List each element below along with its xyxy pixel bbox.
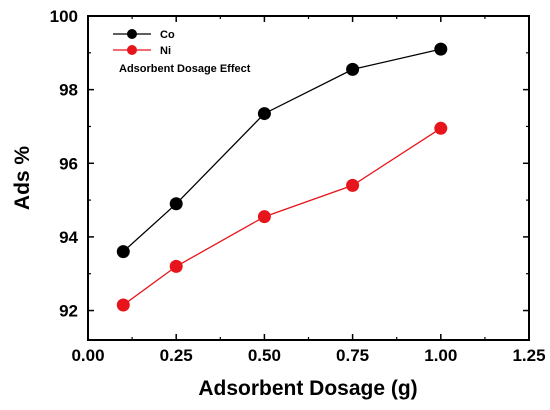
x-tick-label: 1.25 (512, 346, 545, 365)
data-point-ni (169, 259, 183, 273)
x-tick-label: 0.50 (248, 346, 281, 365)
data-point-ni (116, 298, 130, 312)
series-layer (116, 42, 448, 312)
y-tick-label: 92 (59, 302, 78, 321)
y-axis-ticks: 92 94 96 98 100 (50, 7, 529, 321)
data-point-ni (257, 210, 271, 224)
data-point-ni (346, 178, 360, 192)
x-tick-label: 0.75 (336, 346, 369, 365)
y-tick-label: 96 (59, 154, 78, 173)
x-axis-title: Adsorbent Dosage (g) (198, 377, 417, 400)
series-line-co (122, 48, 441, 253)
legend-label-ni: Ni (160, 45, 171, 57)
x-tick-label: 1.00 (424, 346, 457, 365)
x-axis-ticks: 0.00 0.25 0.50 0.75 1.00 1.25 (71, 16, 546, 365)
data-point-ni (434, 121, 448, 135)
legend-marker-ni (127, 45, 137, 55)
legend: Co Ni (113, 29, 175, 57)
data-point-co (169, 197, 183, 211)
x-tick-label: 0.00 (71, 346, 104, 365)
data-point-co (257, 107, 271, 121)
chart-annotation: Adsorbent Dosage Effect (119, 63, 251, 75)
legend-label-co: Co (160, 29, 175, 41)
series-line-ni (122, 127, 442, 306)
y-tick-label: 98 (59, 81, 78, 100)
y-tick-label: 94 (59, 228, 78, 247)
legend-marker-co (127, 29, 137, 39)
data-point-co (116, 245, 130, 259)
y-axis-title: Ads % (11, 146, 34, 211)
data-point-co (434, 42, 448, 56)
data-point-co (346, 62, 360, 76)
y-tick-label: 100 (50, 7, 78, 26)
x-tick-label: 0.25 (160, 346, 193, 365)
